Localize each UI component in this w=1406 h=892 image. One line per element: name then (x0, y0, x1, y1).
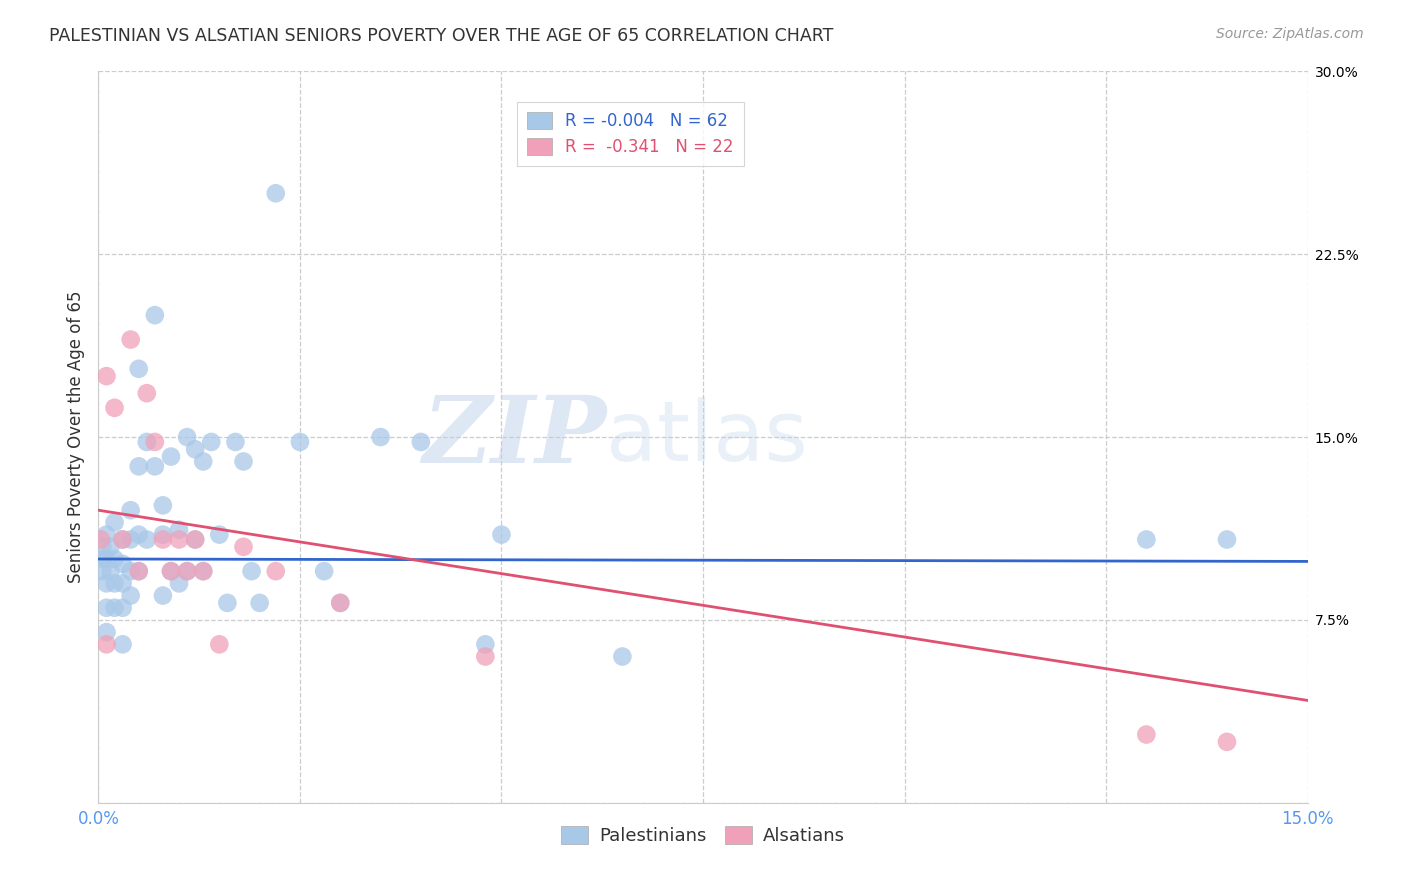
Point (474, 637, 496, 651)
Point (103, 576, 125, 591)
Point (232, 540, 254, 554)
Point (103, 600, 125, 615)
Point (409, 434, 432, 449)
Point (128, 459, 150, 474)
Point (120, 564, 142, 578)
Point (100, 540, 122, 554)
Point (100, 564, 122, 578)
Point (314, 564, 336, 578)
Point (120, 333, 142, 347)
Point (176, 430, 198, 444)
Point (208, 527, 231, 541)
Point (91, 552, 114, 566)
Point (103, 401, 125, 415)
Point (91, 564, 114, 578)
Point (329, 596, 352, 610)
Point (111, 557, 134, 571)
Point (128, 361, 150, 376)
Point (120, 589, 142, 603)
Point (111, 576, 134, 591)
Point (193, 564, 215, 578)
Text: Source: ZipAtlas.com: Source: ZipAtlas.com (1216, 27, 1364, 41)
Point (128, 564, 150, 578)
Point (91, 540, 114, 554)
Point (128, 527, 150, 541)
Point (329, 596, 352, 610)
Point (264, 186, 287, 201)
Point (96, 576, 118, 591)
Point (143, 308, 166, 322)
Point (120, 503, 142, 517)
Point (152, 533, 174, 547)
Point (160, 450, 183, 464)
Point (232, 454, 254, 468)
Point (612, 649, 634, 664)
Point (184, 442, 207, 457)
Point (96, 600, 118, 615)
Text: PALESTINIAN VS ALSATIAN SENIORS POVERTY OVER THE AGE OF 65 CORRELATION CHART: PALESTINIAN VS ALSATIAN SENIORS POVERTY … (49, 27, 834, 45)
Point (240, 564, 263, 578)
Point (111, 637, 134, 651)
Point (167, 576, 190, 591)
Point (103, 516, 125, 530)
Point (96, 369, 118, 384)
Point (96, 637, 118, 651)
Point (1216, 533, 1239, 547)
Point (193, 454, 215, 468)
Point (217, 596, 239, 610)
Y-axis label: Seniors Poverty Over the Age of 65: Seniors Poverty Over the Age of 65 (66, 291, 84, 583)
Point (167, 523, 190, 537)
Point (143, 434, 166, 449)
Point (264, 564, 287, 578)
Point (176, 564, 198, 578)
Point (370, 430, 392, 444)
Point (152, 499, 174, 513)
Point (135, 434, 157, 449)
Point (491, 527, 513, 541)
Point (249, 596, 271, 610)
Point (152, 527, 174, 541)
Point (176, 564, 198, 578)
Point (90, 533, 112, 547)
Point (1135, 727, 1157, 741)
Point (143, 459, 166, 474)
Point (96, 527, 118, 541)
Point (1216, 735, 1239, 749)
Point (474, 649, 496, 664)
Point (96, 625, 118, 640)
Text: ZIP: ZIP (422, 392, 606, 482)
Point (135, 533, 157, 547)
Point (224, 434, 246, 449)
Text: atlas: atlas (606, 397, 808, 477)
Point (184, 533, 207, 547)
Point (167, 533, 190, 547)
Point (193, 564, 215, 578)
Point (200, 434, 222, 449)
Point (111, 600, 134, 615)
Point (96, 552, 118, 566)
Point (208, 637, 231, 651)
Legend: Palestinians, Alsatians: Palestinians, Alsatians (554, 819, 852, 852)
Point (288, 434, 311, 449)
Point (152, 589, 174, 603)
Point (111, 533, 134, 547)
Point (103, 552, 125, 566)
Point (135, 386, 157, 401)
Point (160, 564, 183, 578)
Point (120, 533, 142, 547)
Point (184, 533, 207, 547)
Point (111, 533, 134, 547)
Point (160, 564, 183, 578)
Point (1135, 533, 1157, 547)
Point (128, 564, 150, 578)
